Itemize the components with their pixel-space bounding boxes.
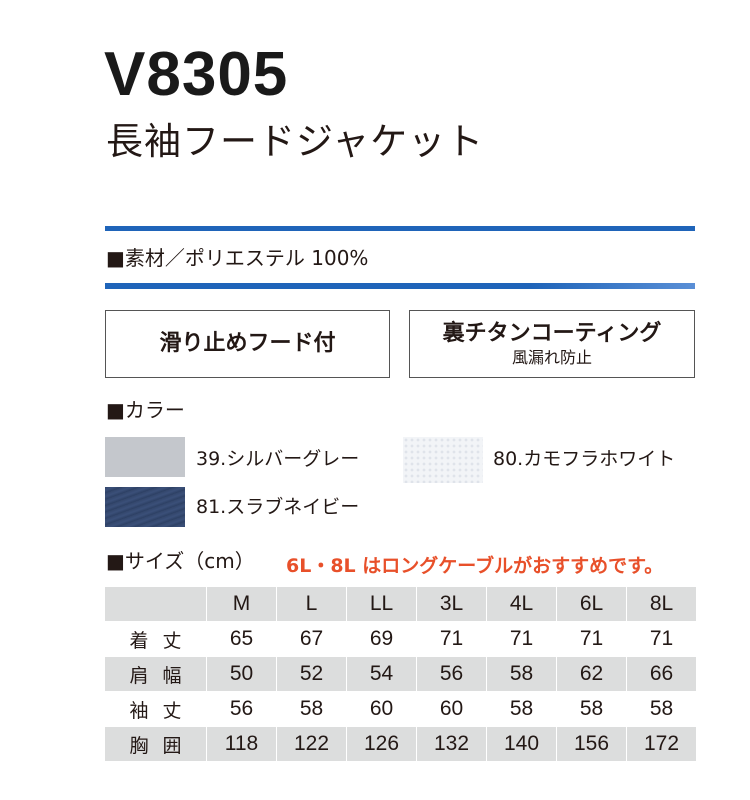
table-cell: 58 bbox=[509, 697, 534, 720]
table-cell: 65 bbox=[229, 627, 254, 650]
table-cell: 50 bbox=[207, 657, 276, 691]
color-swatch-camo-white bbox=[403, 437, 483, 483]
header-cell: 6L bbox=[557, 587, 626, 621]
table-cell: 52 bbox=[277, 657, 346, 691]
table-cell: 172 bbox=[627, 727, 696, 761]
feature-sub-text: 風漏れ防止 bbox=[511, 348, 592, 368]
size-table-header-row: M L LL 3L 4L 6L 8L bbox=[105, 587, 696, 621]
table-cell: 67 bbox=[299, 627, 324, 650]
table-cell: 56 bbox=[229, 697, 254, 720]
feature-main-text: 滑り止めフード付 bbox=[159, 331, 336, 357]
color-section-title: ■カラー bbox=[106, 398, 185, 422]
table-cell: 60 bbox=[439, 697, 464, 720]
bottom-divider bbox=[105, 283, 695, 289]
header-cell: L bbox=[277, 587, 346, 621]
row-label: 袖丈 bbox=[129, 699, 196, 722]
table-row: 肩幅 50 52 54 56 58 62 66 bbox=[105, 657, 696, 691]
table-row: 胸囲 118 122 126 132 140 156 172 bbox=[105, 727, 696, 761]
header-cell: 8L bbox=[627, 587, 696, 621]
table-cell: 71 bbox=[439, 627, 464, 650]
feature-main-text: 裏チタンコーティング bbox=[442, 320, 662, 346]
table-cell: 58 bbox=[487, 657, 556, 691]
color-label-camo-white: 80.カモフラホワイト bbox=[493, 448, 676, 470]
table-cell: 62 bbox=[557, 657, 626, 691]
row-label: 着丈 bbox=[129, 629, 196, 652]
table-cell: 60 bbox=[369, 697, 394, 720]
table-cell: 122 bbox=[277, 727, 346, 761]
table-cell: 156 bbox=[557, 727, 626, 761]
header-cell bbox=[105, 587, 206, 621]
product-name: 長袖フードジャケット bbox=[106, 120, 485, 163]
table-cell: 54 bbox=[347, 657, 416, 691]
table-cell: 56 bbox=[417, 657, 486, 691]
top-divider bbox=[105, 226, 695, 231]
table-cell: 71 bbox=[649, 627, 674, 650]
material-info: ■素材／ポリエステル 100% bbox=[106, 246, 369, 270]
header-cell: 4L bbox=[487, 587, 556, 621]
table-cell: 69 bbox=[369, 627, 394, 650]
table-cell: 58 bbox=[649, 697, 674, 720]
feature-box-hood: 滑り止めフード付 bbox=[105, 310, 390, 378]
header-cell: M bbox=[207, 587, 276, 621]
table-cell: 132 bbox=[417, 727, 486, 761]
table-cell: 66 bbox=[627, 657, 696, 691]
color-swatch-silver-grey bbox=[105, 437, 185, 477]
feature-box-titanium: 裏チタンコーティング 風漏れ防止 bbox=[409, 310, 695, 378]
table-cell: 118 bbox=[207, 727, 276, 761]
product-model-number: V8305 bbox=[104, 40, 289, 109]
color-label-silver-grey: 39.シルバーグレー bbox=[196, 448, 360, 470]
table-cell: 58 bbox=[299, 697, 324, 720]
table-cell: 71 bbox=[509, 627, 534, 650]
row-label: 胸囲 bbox=[105, 727, 206, 761]
table-cell: 140 bbox=[487, 727, 556, 761]
row-label: 肩幅 bbox=[105, 657, 206, 691]
table-row: 着丈 65 67 69 71 71 71 71 bbox=[105, 622, 696, 656]
table-cell: 58 bbox=[579, 697, 604, 720]
header-cell: LL bbox=[347, 587, 416, 621]
table-cell: 126 bbox=[347, 727, 416, 761]
table-row: 袖丈 56 58 60 60 58 58 58 bbox=[105, 692, 696, 726]
size-section-title: ■サイズ（cm） bbox=[106, 549, 255, 573]
header-cell: 3L bbox=[417, 587, 486, 621]
size-table: M L LL 3L 4L 6L 8L 着丈 65 67 69 71 71 71 … bbox=[105, 587, 696, 762]
table-cell: 71 bbox=[579, 627, 604, 650]
color-label-slub-navy: 81.スラブネイビー bbox=[196, 496, 360, 518]
size-recommendation-note: 6L・8L はロングケーブルがおすすめです。 bbox=[286, 555, 664, 577]
color-swatch-slub-navy bbox=[105, 487, 185, 527]
